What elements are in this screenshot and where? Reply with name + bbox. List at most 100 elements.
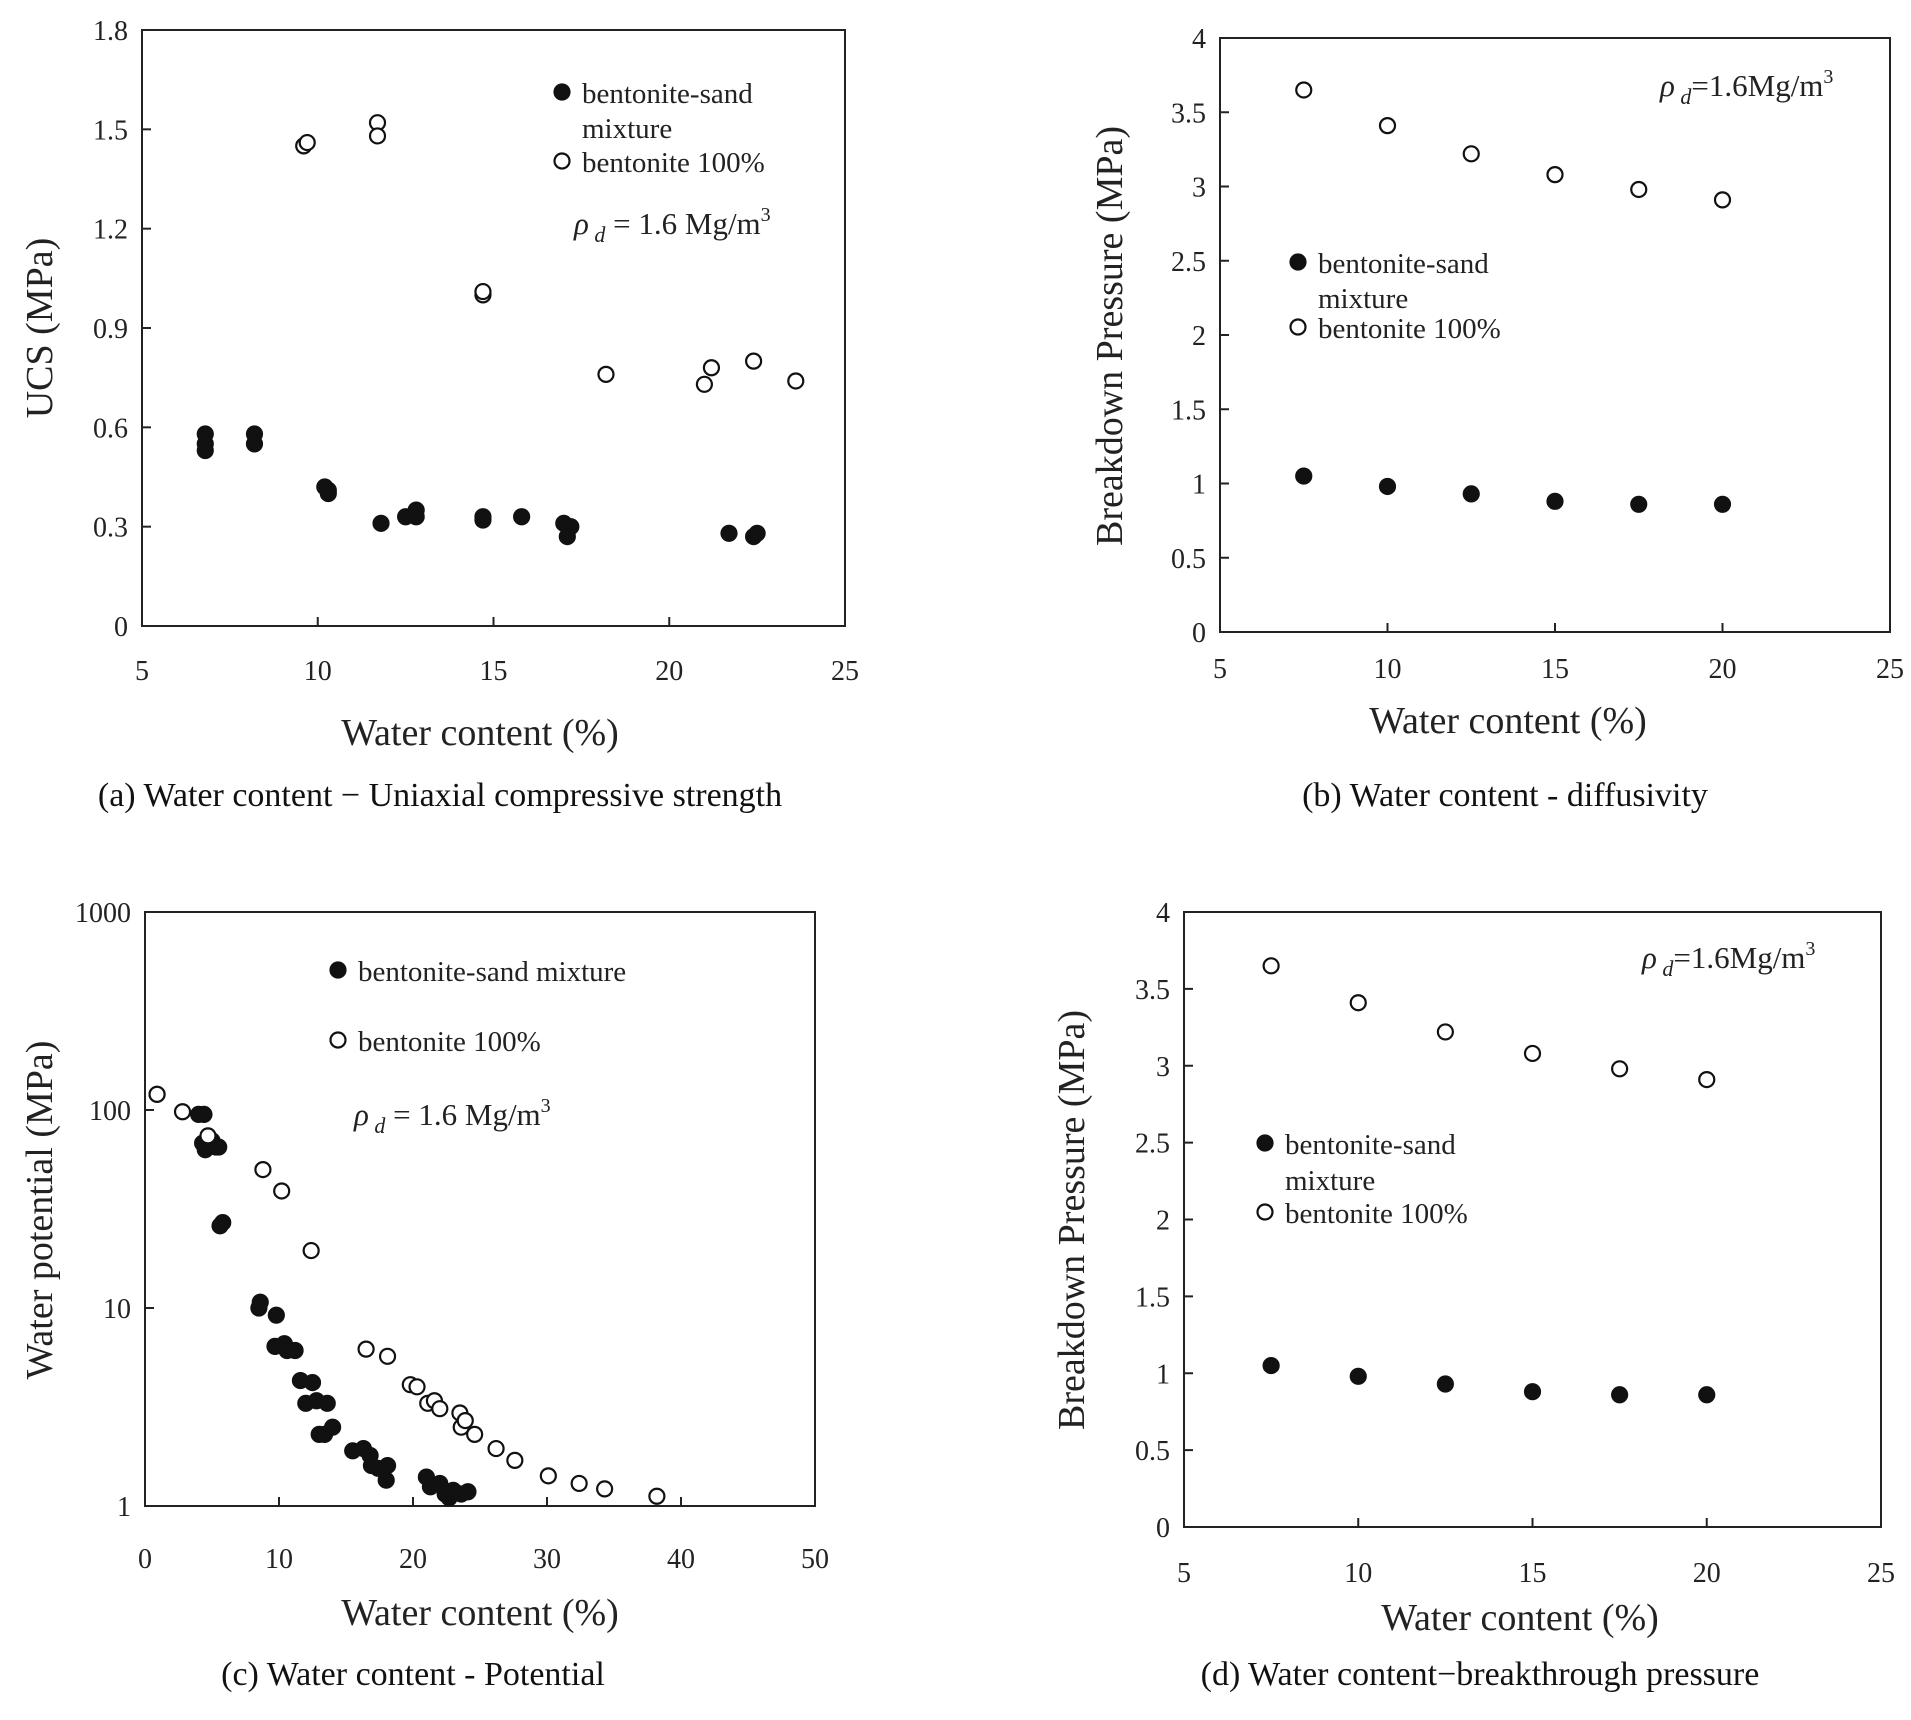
data-point-bentonite — [1611, 1060, 1629, 1078]
data-point-bentonite — [745, 352, 763, 370]
data-point-mixture — [1262, 1356, 1280, 1375]
y-tick-label: 1.5 — [1171, 395, 1206, 426]
x-tick-label: 30 — [533, 1544, 561, 1575]
data-point-bentonite — [1295, 81, 1313, 99]
data-point-mixture — [324, 1418, 342, 1436]
x-tick-label: 5 — [1213, 654, 1227, 685]
x-tick-label: 25 — [1876, 654, 1904, 685]
x-tick-label: 15 — [480, 656, 508, 687]
data-point-bentonite — [474, 282, 492, 301]
data-point-mixture — [303, 1373, 322, 1392]
x-tick-label: 10 — [1344, 1558, 1372, 1589]
data-point-bentonite — [302, 1241, 320, 1260]
density-annotation: ρ d = 1.6 Mg/m3 — [353, 1095, 551, 1138]
legend-label: bentonite-sand mixture — [358, 956, 626, 988]
data-point-mixture — [720, 524, 738, 542]
data-point-bentonite — [702, 359, 721, 377]
data-point-bentonite — [1349, 994, 1367, 1012]
x-tick-label: 5 — [1177, 1558, 1191, 1589]
y-tick-label: 3 — [1192, 173, 1206, 204]
y-tick-label: 1.2 — [93, 215, 128, 246]
x-tick-label: 20 — [1709, 654, 1737, 685]
data-point-bentonite — [1436, 1023, 1454, 1041]
y-tick-label: 100 — [89, 1096, 131, 1127]
x-tick-label: 40 — [667, 1544, 695, 1575]
data-point-bentonite — [298, 133, 316, 152]
data-point-mixture — [1546, 492, 1564, 510]
y-tick-label: 1 — [1156, 1359, 1170, 1390]
panel-a: 0 0.3 0.6 0.9 1.2 1.5 1.8 5 10 15 20 25 Water conten… — [19, 16, 859, 814]
x-axis-title: Water content (%) — [341, 712, 619, 754]
y-tick-label: 1.8 — [93, 16, 128, 47]
y-tick-label: 0.6 — [93, 413, 128, 444]
data-point-mixture — [1378, 477, 1397, 496]
data-point-bentonite — [456, 1411, 474, 1430]
data-point-mixture — [319, 484, 337, 503]
data-point-bentonite — [570, 1474, 588, 1493]
data-point-bentonite — [148, 1085, 166, 1103]
data-point-bentonite — [173, 1103, 192, 1121]
data-point-mixture — [210, 1138, 228, 1156]
data-point-mixture — [1611, 1386, 1629, 1404]
data-point-bentonite — [1262, 957, 1280, 975]
x-tick-label: 10 — [1374, 654, 1402, 685]
panel-b: 0 0.5 1 1.5 2 2.5 3 3.5 4 5 10 15 20 25 Water content … — [1089, 24, 1904, 814]
figure-caption: (d) Water content−breakthrough pressure — [1201, 1656, 1760, 1693]
data-point-bentonite — [1523, 1044, 1542, 1063]
x-axis-title: Water content (%) — [1369, 700, 1647, 742]
data-point-mixture — [195, 1105, 213, 1124]
x-tick-label: 20 — [399, 1544, 427, 1575]
data-point-bentonite — [597, 365, 615, 383]
data-point-bentonite — [431, 1400, 449, 1418]
y-tick-label: 0.9 — [93, 314, 128, 345]
data-point-bentonite — [596, 1480, 614, 1498]
data-point-mixture — [318, 1394, 336, 1412]
data-point-mixture — [372, 514, 390, 532]
data-point-bentonite — [408, 1378, 426, 1396]
density-annotation: ρ d=1.6Mg/m3 — [1641, 938, 1815, 981]
data-point-mixture — [459, 1483, 477, 1501]
panel-d: 0 0.5 1 1.5 2 2.5 3 3.5 4 5 10 15 20 25 Water content … — [1051, 898, 1895, 1693]
legend-label: bentonite-sand — [1318, 248, 1489, 280]
data-point-mixture — [1295, 467, 1313, 485]
legend-label: bentonite 100% — [1285, 1198, 1468, 1230]
data-point-bentonite — [506, 1451, 524, 1469]
data-point-mixture — [1698, 1386, 1716, 1404]
legend-marker — [329, 1031, 347, 1049]
plot-frame — [141, 29, 846, 627]
legend-label-cont: mixture — [1285, 1165, 1375, 1197]
y-tick-label: 3.5 — [1171, 98, 1206, 129]
y-tick-label: 4 — [1156, 898, 1170, 929]
data-point-mixture — [1630, 495, 1648, 513]
x-tick-label: 25 — [1867, 1558, 1895, 1589]
data-point-mixture — [748, 524, 766, 542]
legend-label-cont: mixture — [582, 113, 672, 145]
legend-label: bentonite 100% — [358, 1026, 541, 1058]
y-tick-label: 0.3 — [93, 513, 128, 544]
data-point-bentonite — [1713, 191, 1732, 209]
y-tick-label: 1 — [117, 1492, 131, 1523]
data-point-bentonite — [1378, 117, 1397, 135]
x-tick-label: 0 — [138, 1544, 152, 1575]
x-tick-label: 10 — [265, 1544, 293, 1575]
data-point-mixture — [513, 508, 531, 526]
figure-caption: (a) Water content − Uniaxial compressive… — [98, 777, 782, 814]
data-point-bentonite — [1462, 145, 1480, 163]
data-point-mixture — [407, 508, 425, 526]
data-point-bentonite — [357, 1340, 375, 1358]
y-tick-label: 1 — [1192, 470, 1206, 501]
data-point-mixture — [1713, 495, 1732, 513]
y-axis-title: Breakdown Pressure (MPa) — [1089, 126, 1131, 546]
x-axis-title: Water content (%) — [341, 1592, 619, 1634]
legend-marker — [1256, 1203, 1274, 1221]
panel-c: 1 10 100 1000 0 10 20 30 40 50 Water content (%) Wa… — [19, 898, 829, 1693]
y-axis-title: Breakdown Pressure (MPa) — [1051, 1010, 1093, 1430]
x-tick-label: 20 — [655, 656, 683, 687]
data-point-mixture — [267, 1306, 285, 1324]
data-point-mixture — [245, 435, 264, 453]
figure-caption: (c) Water content - Potential — [221, 1656, 605, 1693]
data-point-mixture — [286, 1341, 304, 1360]
data-point-mixture — [251, 1293, 269, 1311]
y-tick-label: 2.5 — [1171, 247, 1206, 278]
